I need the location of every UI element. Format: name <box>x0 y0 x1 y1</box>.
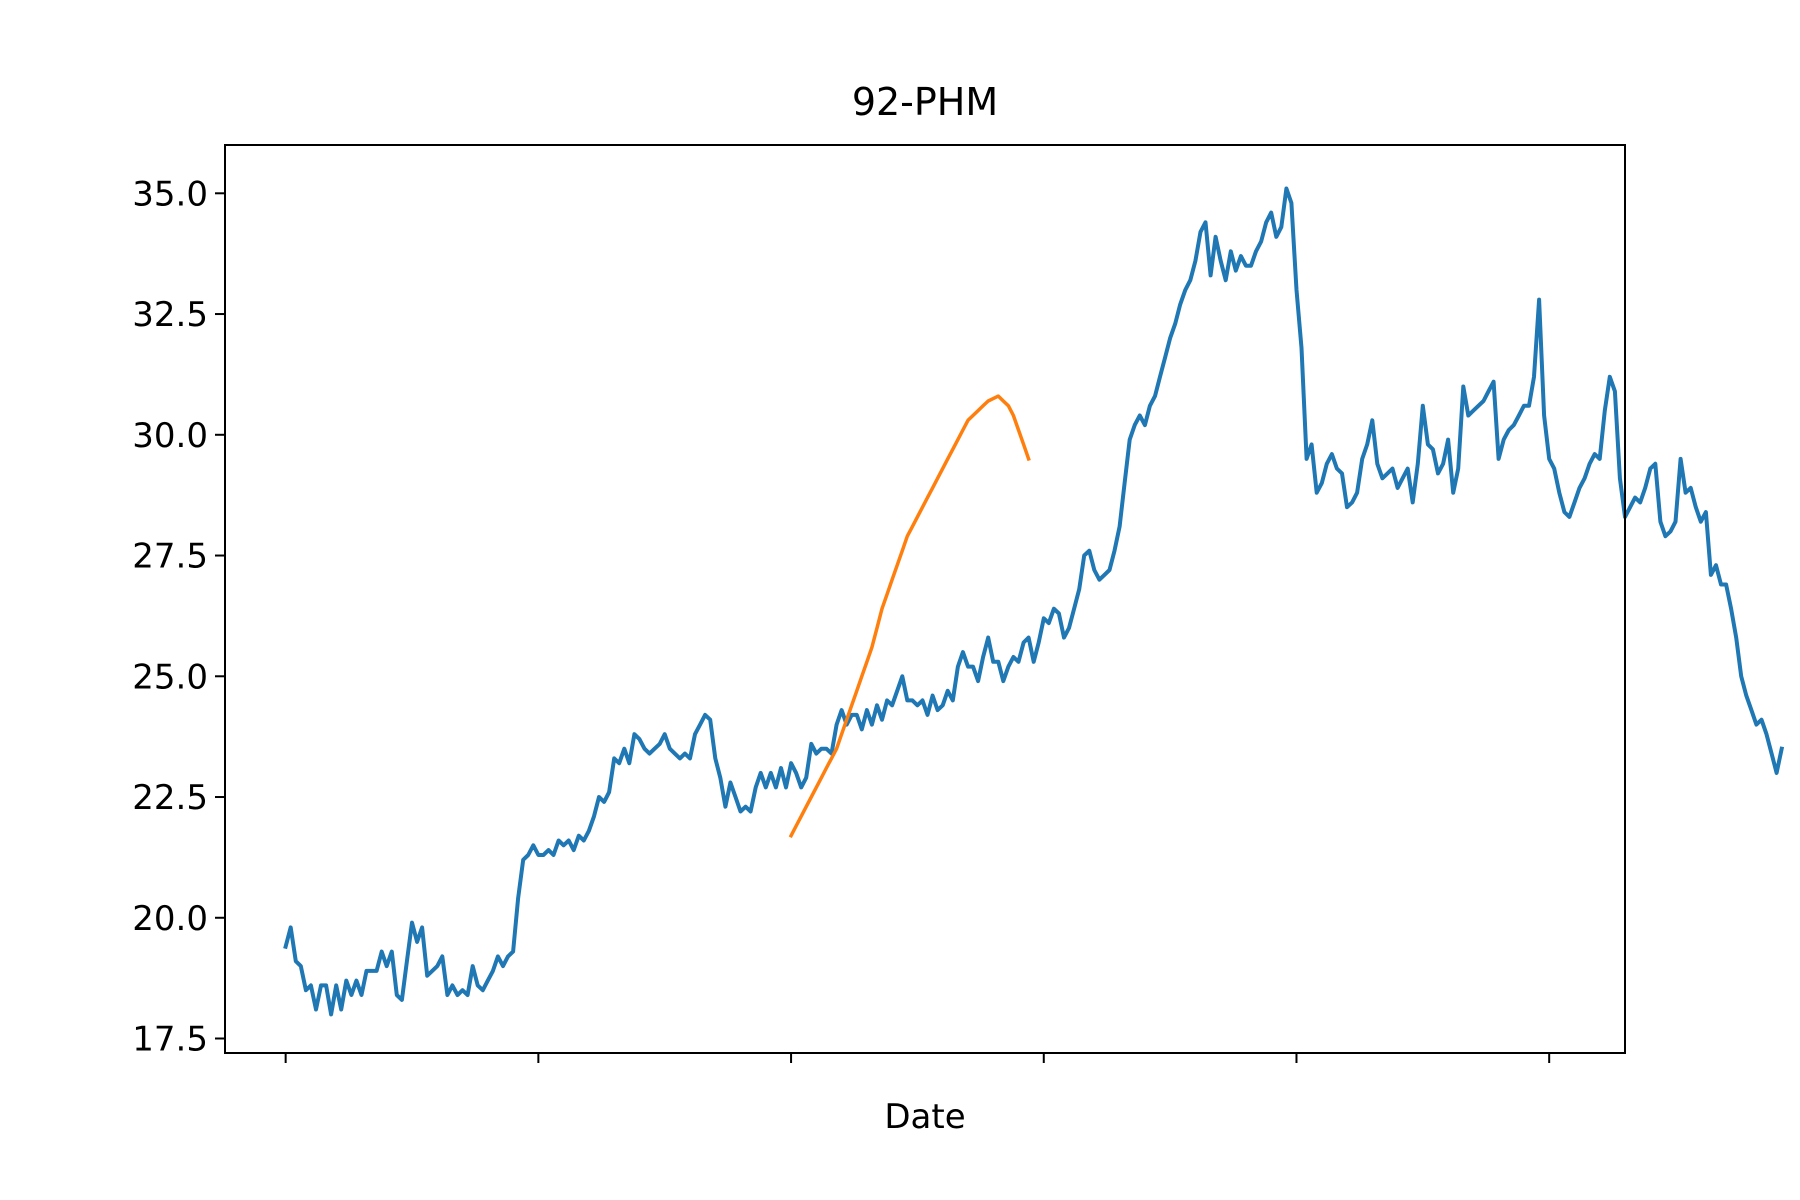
y-tick-label: 35.0 <box>132 174 208 214</box>
chart-title: 92-PHM <box>852 80 998 124</box>
price-series-line <box>283 186 1785 1017</box>
x-axis-label: Date <box>884 1097 965 1137</box>
y-tick-label: 27.5 <box>132 537 208 577</box>
y-tick-label: 25.0 <box>132 657 208 697</box>
y-axis: 17.5 20.0 22.5 25.0 27.5 30.0 32.5 35.0 <box>132 174 225 1060</box>
y-tick-label: 30.0 <box>132 416 208 456</box>
x-axis <box>284 1053 1551 1063</box>
plot-lines <box>283 186 1785 1017</box>
moving-average-series-line <box>788 394 1031 839</box>
y-tick-label: 17.5 <box>132 1020 208 1060</box>
y-tick-label: 22.5 <box>132 778 208 818</box>
y-tick-label: 20.0 <box>132 899 208 939</box>
plot-area-frame <box>224 144 1626 1054</box>
y-tick-label: 32.5 <box>132 295 208 335</box>
